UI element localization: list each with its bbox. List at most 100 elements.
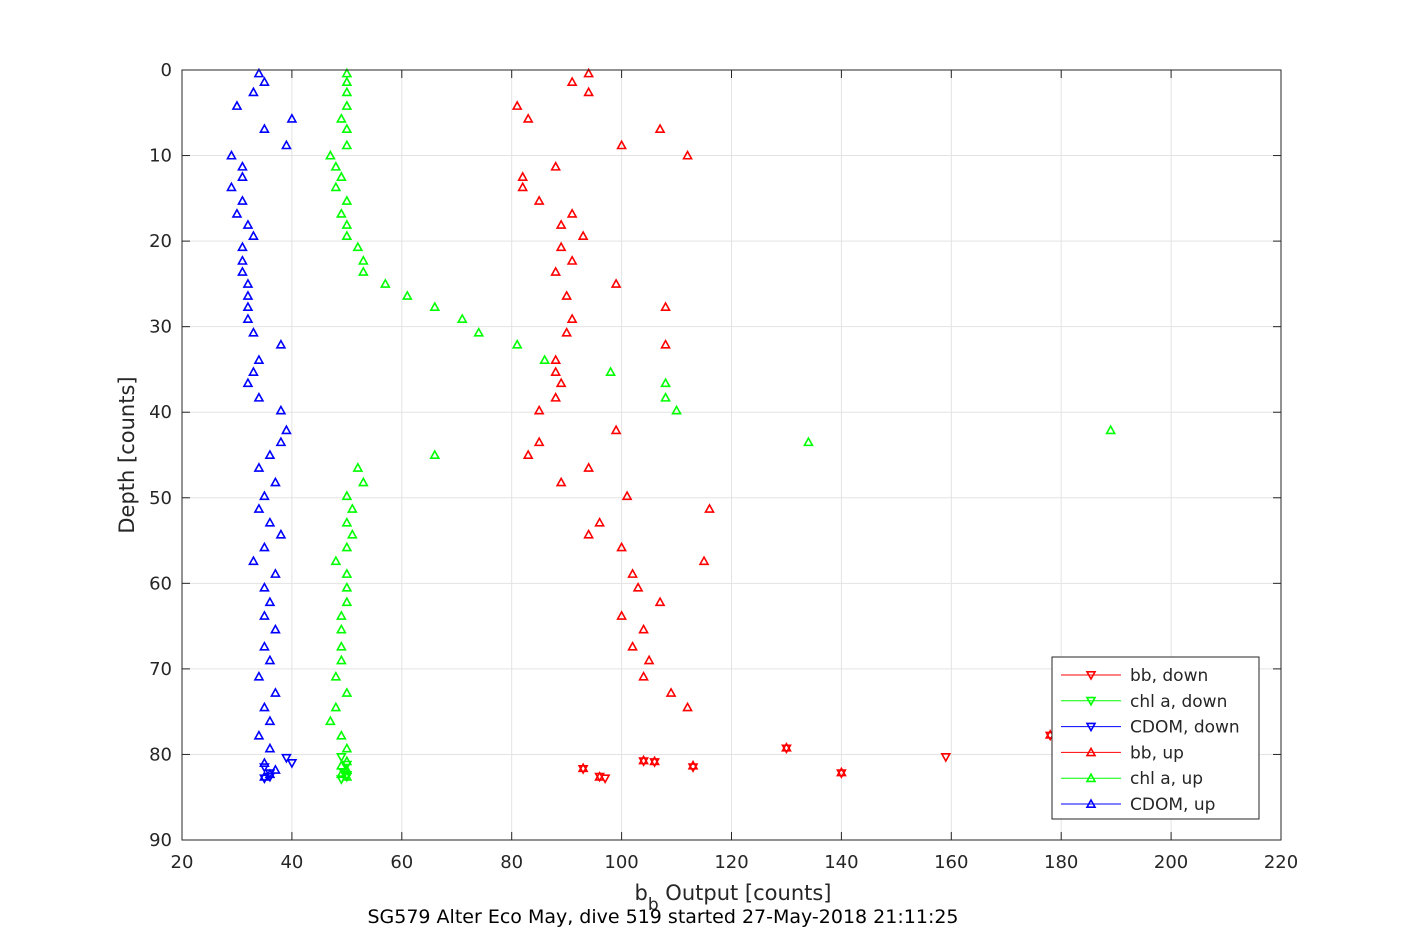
- data-point-marker: [638, 757, 649, 767]
- y-tick-label: 0: [161, 60, 172, 81]
- data-point-marker: [335, 768, 347, 779]
- data-point-marker: [341, 581, 353, 592]
- data-point-marker: [583, 528, 594, 539]
- data-point-marker: [275, 338, 287, 349]
- data-point-marker: [335, 640, 347, 651]
- data-point-marker: [379, 278, 391, 288]
- x-axis-label-main: b: [634, 881, 647, 905]
- data-point-marker: [253, 462, 265, 472]
- data-point-marker: [248, 86, 259, 97]
- data-point-marker: [341, 219, 353, 229]
- data-point-marker: [550, 366, 562, 377]
- legend-entry-label: CDOM, down: [1130, 718, 1240, 738]
- data-point-marker: [555, 241, 567, 252]
- x-tick-label: 180: [1044, 852, 1078, 873]
- data-point-marker: [346, 528, 358, 539]
- series-3: [511, 67, 1056, 781]
- y-tick-label: 50: [149, 488, 172, 509]
- legend-box: [1051, 656, 1260, 820]
- data-point-marker: [259, 610, 270, 620]
- data-point-marker: [264, 715, 276, 726]
- data-point-marker: [429, 449, 441, 460]
- data-point-marker: [682, 701, 693, 712]
- data-point-marker: [286, 113, 298, 123]
- data-point-marker: [610, 278, 622, 288]
- data-point-marker: [594, 771, 605, 781]
- data-point-marker: [577, 230, 589, 240]
- data-point-marker: [638, 623, 649, 634]
- data-point-marker: [264, 742, 276, 753]
- x-tick-label: 200: [1154, 852, 1188, 873]
- data-point-marker: [638, 754, 649, 765]
- legend-swatch-marker: [1085, 772, 1097, 783]
- data-point-marker: [566, 313, 578, 323]
- data-point-marker: [270, 623, 281, 634]
- data-point-marker: [654, 596, 666, 607]
- data-point-marker: [270, 764, 281, 774]
- data-point-marker: [281, 753, 292, 764]
- data-point-marker: [259, 490, 270, 501]
- y-tick-label: 70: [149, 659, 172, 680]
- data-point-marker: [341, 490, 353, 501]
- data-point-marker: [357, 476, 369, 487]
- data-point-marker: [682, 149, 693, 160]
- data-point-marker: [533, 436, 545, 447]
- data-point-marker: [341, 771, 353, 781]
- data-point-marker: [253, 729, 265, 740]
- data-point-marker: [275, 404, 287, 415]
- data-point-marker: [610, 424, 622, 435]
- x-tick-label: 160: [934, 852, 968, 873]
- data-point-marker: [341, 100, 353, 110]
- y-tick-label: 10: [149, 146, 172, 167]
- data-point-marker: [341, 230, 353, 240]
- x-tick-label: 80: [500, 852, 523, 873]
- data-point-marker: [341, 516, 353, 527]
- data-point-marker: [577, 762, 589, 773]
- data-point-marker: [533, 195, 545, 205]
- data-point-marker: [616, 610, 627, 620]
- y-tick-label: 60: [149, 573, 172, 594]
- data-point-marker: [237, 195, 248, 205]
- y-axis-label: Depth [counts]: [115, 376, 139, 533]
- data-point-marker: [583, 462, 594, 472]
- x-axis-label-rest: Output [counts]: [659, 881, 832, 905]
- data-point-marker: [687, 759, 699, 770]
- data-point-marker: [473, 327, 485, 337]
- axis-ticks: 20 40 60 80 100 120 140 160 180 200 220 0 10 20 30 40 50…: [149, 60, 1298, 873]
- data-point-marker: [550, 392, 562, 402]
- data-point-marker: [226, 181, 237, 192]
- data-point-marker: [605, 366, 616, 377]
- data-point-marker: [341, 687, 353, 697]
- data-point-marker: [275, 528, 287, 539]
- data-point-marker: [248, 327, 259, 337]
- data-point-marker: [259, 123, 270, 134]
- data-point-marker: [352, 462, 364, 472]
- data-point-marker: [643, 654, 655, 665]
- data-point-marker: [237, 241, 248, 252]
- data-point-marker: [281, 139, 292, 150]
- data-point-marker: [511, 100, 523, 110]
- data-point-marker: [940, 753, 952, 763]
- y-tick-label: 20: [149, 231, 172, 252]
- data-point-marker: [401, 290, 413, 300]
- data-point-marker: [237, 255, 248, 265]
- data-point-marker: [517, 171, 529, 181]
- data-point-marker: [341, 123, 353, 134]
- data-point-marker: [583, 86, 594, 97]
- data-point-marker: [561, 327, 573, 337]
- data-point-marker: [561, 290, 573, 300]
- x-tick-label: 40: [280, 852, 303, 873]
- data-point-marker: [253, 392, 265, 402]
- data-point-marker: [583, 67, 594, 78]
- data-point-marker: [456, 313, 468, 323]
- data-point-marker: [665, 687, 677, 697]
- data-point-marker: [341, 568, 353, 578]
- data-point-marker: [522, 449, 534, 460]
- data-point-marker: [330, 555, 342, 566]
- data-point-marker: [616, 541, 627, 552]
- data-point-marker: [248, 366, 259, 377]
- data-point-marker: [341, 86, 353, 97]
- data-point-marker: [253, 67, 265, 78]
- data-point-marker: [341, 596, 353, 607]
- x-axis-label-subscript: b: [648, 895, 659, 915]
